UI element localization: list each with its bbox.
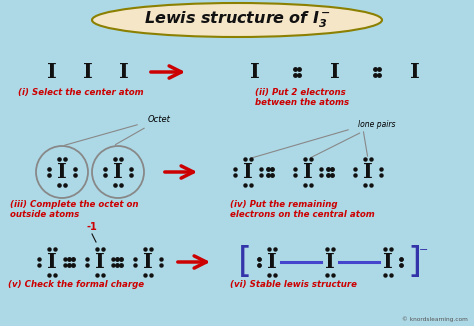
Text: (iv) Put the remaining
electrons on the central atom: (iv) Put the remaining electrons on the … [230,200,375,219]
Text: I: I [47,62,57,82]
Ellipse shape [92,3,382,37]
Text: (v) Check the formal charge: (v) Check the formal charge [8,280,144,289]
Text: I: I [95,252,105,272]
Text: (i) Select the center atom: (i) Select the center atom [18,88,144,97]
Text: I: I [410,62,420,82]
Text: ]: ] [408,245,422,279]
Text: I: I [383,252,393,272]
Text: I: I [83,62,93,82]
Text: lone pairs: lone pairs [310,120,395,158]
Text: $\bfit{Lewis\ structure\ of\ }$$\bfit{I_3^-}$: $\bfit{Lewis\ structure\ of\ }$$\bfit{I_… [144,10,330,30]
Text: -1: -1 [87,222,97,232]
Text: © knordslearning.com: © knordslearning.com [402,316,468,322]
Text: I: I [143,252,153,272]
Text: I: I [113,162,123,182]
Text: −: − [419,245,428,255]
Text: I: I [325,252,335,272]
Text: I: I [303,162,313,182]
Text: I: I [47,252,57,272]
Text: (vi) Stable lewis structure: (vi) Stable lewis structure [230,280,357,289]
Text: (iii) Complete the octet on
outside atoms: (iii) Complete the octet on outside atom… [10,200,138,219]
Text: I: I [363,162,373,182]
Text: I: I [119,62,129,82]
Text: (ii) Put 2 electrons
between the atoms: (ii) Put 2 electrons between the atoms [255,88,349,107]
Text: I: I [57,162,67,182]
Text: Octet: Octet [115,115,171,145]
Text: [: [ [238,245,252,279]
Text: I: I [267,252,277,272]
Text: I: I [243,162,253,182]
Text: I: I [250,62,260,82]
Text: I: I [330,62,340,82]
